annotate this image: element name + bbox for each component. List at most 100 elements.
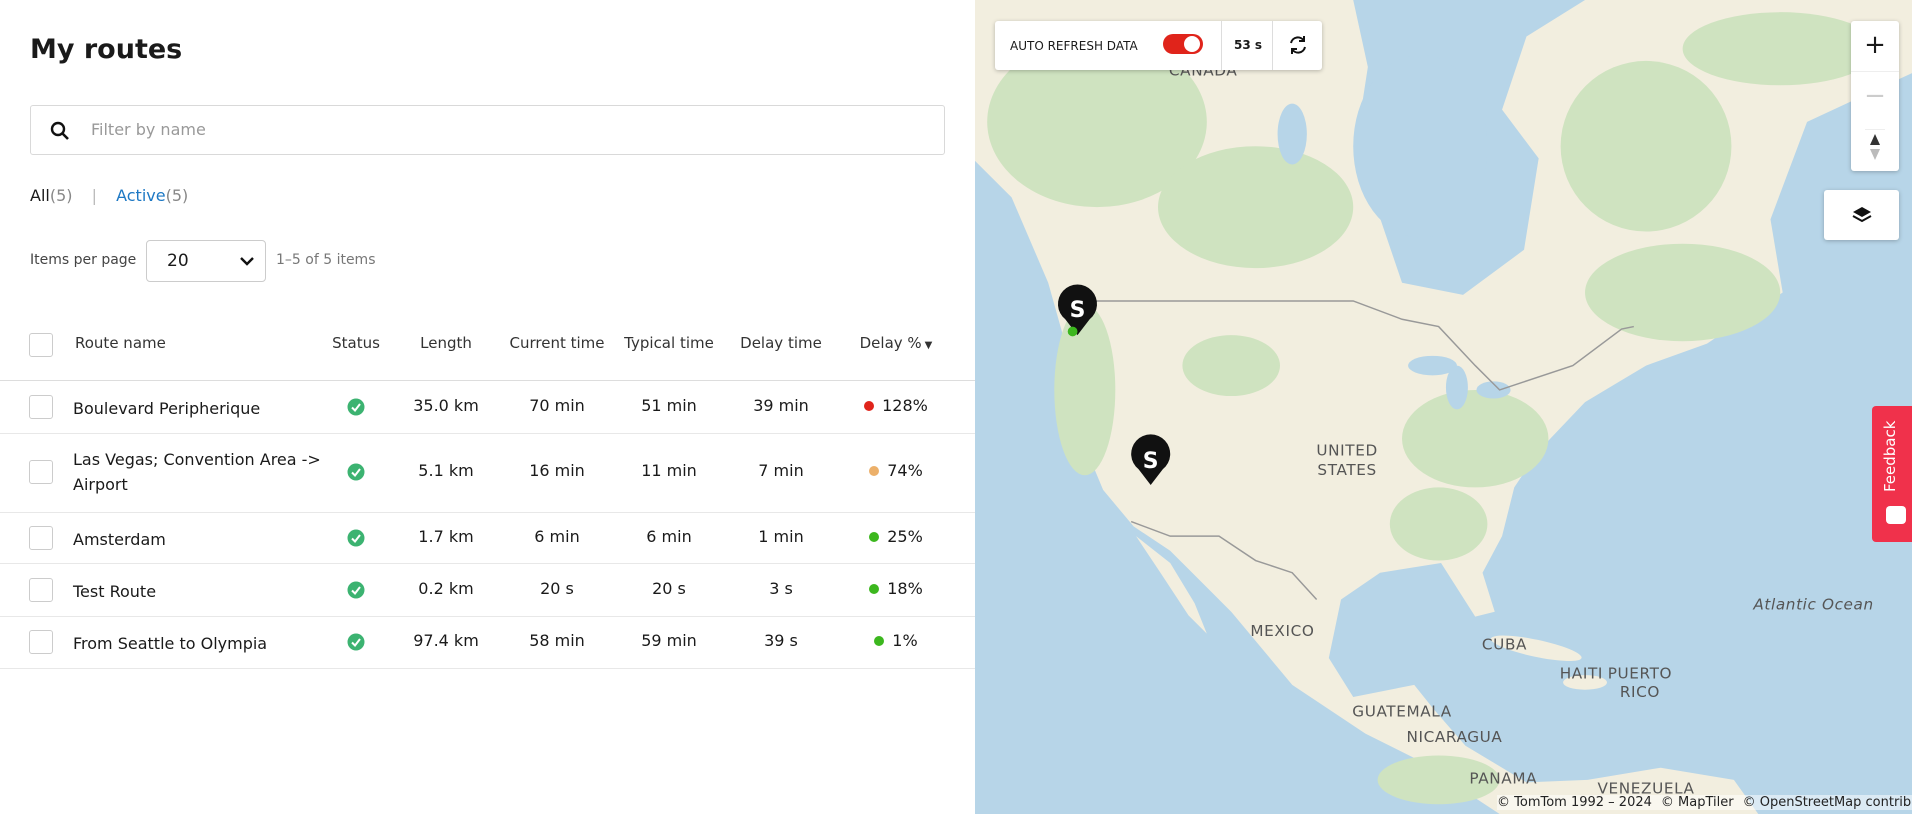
route-marker[interactable]: S — [1131, 434, 1171, 485]
zoom-in[interactable]: + — [1864, 30, 1886, 60]
countdown: 53 s — [1234, 38, 1263, 52]
route-name: Boulevard Peripherique — [73, 399, 261, 418]
zoom-out[interactable]: − — [1851, 71, 1899, 122]
chevron — [240, 257, 254, 266]
row-divider — [0, 433, 975, 434]
map-label: UNITED — [1316, 442, 1377, 460]
map-label: PUERTO — [1608, 665, 1672, 683]
baja — [1136, 536, 1207, 634]
delay-percent: 25% — [816, 527, 976, 546]
column-header: Length — [420, 334, 472, 352]
compass[interactable] — [1865, 129, 1885, 164]
tab-label: All — [30, 186, 50, 205]
tab-active[interactable]: Active(5) — [116, 186, 188, 205]
cell-typical: 20 s — [652, 579, 686, 598]
status-circle — [347, 398, 365, 416]
cell-length: 1.7 km — [418, 527, 474, 546]
delay-percent-value: 25% — [887, 527, 923, 546]
delay-percent: 128% — [816, 396, 976, 415]
select-all-checkbox[interactable] — [29, 333, 53, 357]
attribution-item: © OpenStreetMap contributors — [1742, 795, 1912, 810]
cell-delay: 39 s — [764, 631, 798, 650]
status-check — [351, 638, 361, 648]
column-header: Current time — [509, 334, 605, 352]
zoom-controls: + − — [1851, 21, 1899, 171]
row-checkbox[interactable] — [29, 630, 53, 654]
delay-percent: 18% — [816, 579, 976, 598]
row-checkbox[interactable] — [29, 526, 53, 550]
items-per-page-select[interactable]: 20 — [146, 240, 266, 282]
tabs: All(5) | Active(5) — [30, 186, 188, 205]
attribution: © TomTom 1992 – 2024 © MapTiler © OpenStre… — [1497, 795, 1912, 810]
row-divider — [0, 512, 975, 513]
row-divider — [0, 668, 975, 669]
row-checkbox[interactable] — [29, 578, 53, 602]
tab-separator: | — [91, 186, 97, 205]
cell-current: 58 min — [529, 631, 585, 650]
map-label: PANAMA — [1469, 770, 1537, 788]
delay-percent: 1% — [816, 631, 976, 650]
status-check — [351, 403, 361, 413]
tab-count: (5) — [49, 186, 73, 205]
delay-dot — [869, 532, 880, 542]
cell-delay: 7 min — [758, 461, 804, 480]
status-check — [351, 534, 361, 544]
border — [1130, 520, 1318, 601]
status-circle — [347, 581, 365, 599]
layers-button[interactable] — [1824, 190, 1899, 240]
cell-typical: 11 min — [641, 461, 697, 480]
cell-length: 5.1 km — [418, 461, 474, 480]
feedback-icon — [1886, 506, 1906, 524]
delay-dot — [869, 584, 880, 594]
search-icon — [50, 121, 69, 140]
header-divider — [0, 380, 975, 381]
row-divider — [0, 616, 975, 617]
tab-all[interactable]: All(5) — [30, 186, 73, 205]
column-header: Status — [332, 334, 380, 352]
column-header: Typical time — [624, 334, 714, 352]
forest — [987, 12, 1878, 805]
auto-refresh-bar: AUTO REFRESH DATA 53 s — [995, 21, 1322, 70]
attribution-item: © TomTom 1992 – 2024 — [1497, 795, 1652, 810]
toggle[interactable] — [1163, 34, 1203, 54]
map-label: GUATEMALA — [1352, 703, 1451, 721]
route-name: Las Vegas; Convention Area -> Airport — [73, 450, 321, 494]
routes-panel: My routes Filter by name All(5) | Active… — [0, 34, 976, 669]
map-label: NICARAGUA — [1406, 728, 1502, 746]
map-label: STATES — [1317, 461, 1376, 479]
svg-text:S: S — [1070, 298, 1086, 323]
row-checkbox[interactable] — [29, 395, 53, 419]
status-circle — [347, 633, 365, 651]
route-marker[interactable]: S — [1057, 284, 1098, 337]
status-check — [351, 468, 361, 478]
map-label: RICO — [1620, 683, 1660, 701]
cell-current: 20 s — [540, 579, 574, 598]
column-header: Delay % ▼ — [816, 334, 976, 352]
cell-length: 35.0 km — [413, 396, 479, 415]
map-label: Atlantic Ocean — [1752, 595, 1873, 613]
cell-typical: 6 min — [646, 527, 692, 546]
cell-current: 70 min — [529, 396, 585, 415]
feedback-tab[interactable]: Feedback — [1872, 406, 1912, 542]
row-divider — [0, 563, 975, 564]
map-label: HAITI — [1560, 665, 1603, 683]
delay-dot — [874, 636, 885, 646]
layers-icon — [1852, 207, 1872, 223]
cell-delay: 3 s — [769, 579, 793, 598]
feedback-label: Feedback — [1881, 420, 1899, 492]
status-icon — [347, 463, 365, 481]
refresh-button[interactable] — [1287, 34, 1309, 56]
cell-current: 6 min — [534, 527, 580, 546]
cell-typical: 51 min — [641, 396, 697, 415]
row-checkbox[interactable] — [29, 460, 53, 484]
route-name: Amsterdam — [73, 530, 166, 549]
cuba — [1490, 635, 1582, 662]
items-per-page-label: Items per page — [30, 252, 137, 268]
cell-current: 16 min — [529, 461, 585, 480]
route-name: From Seattle to Olympia — [73, 634, 268, 653]
delay-percent-value: 128% — [882, 396, 928, 415]
filter-input[interactable]: Filter by name — [30, 105, 945, 155]
delay-percent: 74% — [816, 461, 976, 480]
